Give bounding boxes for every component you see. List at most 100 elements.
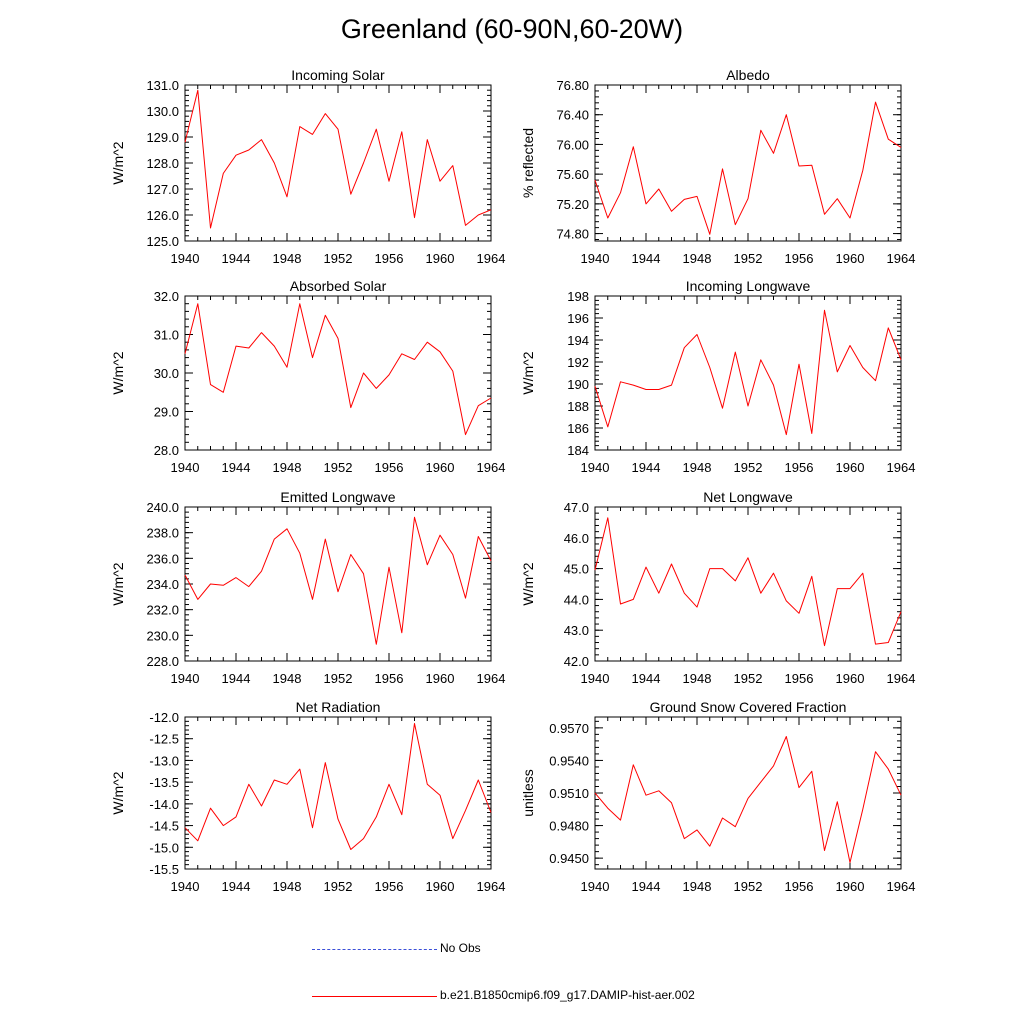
x-tick-label: 1944 [632,251,661,266]
x-tick-label: 1948 [683,879,712,894]
series-line [184,723,492,850]
y-tick-label: 131.0 [146,78,179,93]
y-tick-label: 238.0 [146,526,179,541]
y-tick-label: 47.0 [564,500,589,515]
y-tick-label: 230.0 [146,628,179,643]
plot-frame [594,295,902,451]
y-tick-label: -14.5 [149,819,179,834]
y-tick-label: -13.5 [149,775,179,790]
x-tick-label: 1952 [324,671,353,686]
y-tick-label: 76.80 [556,78,589,93]
x-tick-label: 1948 [683,460,712,475]
x-tick-label: 1960 [426,671,455,686]
series-line [594,309,902,436]
x-tick-label: 1964 [887,879,916,894]
panel-title: Net Radiation [296,699,381,715]
y-axis-label: W/m^2 [110,351,126,394]
x-tick-label: 1952 [734,460,763,475]
panel-6: Net Longwave W/m^2 1940 1944 1948 1952 1956 196… [520,489,915,686]
panel-3: Absorbed Solar W/m^2 1940 1944 1948 1952 1956 1… [110,278,505,475]
y-tick-label: 29.0 [154,405,179,420]
x-tick-label: 1952 [324,460,353,475]
y-tick-label: 188 [567,399,589,414]
x-tick-label: 1948 [273,671,302,686]
x-tick-label: 1952 [324,251,353,266]
y-tick-label: 228.0 [146,654,179,669]
x-tick-label: 1956 [785,460,814,475]
y-tick-label: -12.0 [149,710,179,725]
panel-2: Albedo % reflected 1940 1944 1948 1952 1956 196… [520,67,915,266]
y-tick-label: 234.0 [146,577,179,592]
x-tick-label: 1948 [273,879,302,894]
y-tick-label: 186 [567,421,589,436]
legend-model-label: b.e21.B1850cmip6.f09_g17.DAMIP-hist-aer.… [440,988,695,1002]
y-tick-label: 0.9540 [549,753,589,768]
x-tick-label: 1952 [734,671,763,686]
x-tick-label: 1956 [375,460,404,475]
y-tick-label: 129.0 [146,130,179,145]
plot-frame [184,716,492,870]
x-tick-label: 1948 [273,460,302,475]
legend-obs-swatch [312,949,437,950]
y-tick-label: 42.0 [564,654,589,669]
x-tick-label: 1960 [426,879,455,894]
panel-title: Albedo [726,67,770,83]
y-tick-label: -13.0 [149,753,179,768]
panel-title: Ground Snow Covered Fraction [650,699,847,715]
x-tick-label: 1944 [632,879,661,894]
y-axis-label: W/m^2 [110,141,126,184]
y-axis-label: W/m^2 [520,351,536,394]
x-tick-label: 1944 [632,460,661,475]
plot-frame [184,506,492,662]
y-tick-label: 236.0 [146,551,179,566]
plot-frame [184,295,492,451]
y-tick-label: 198 [567,289,589,304]
x-tick-label: 1940 [581,879,610,894]
series-line [594,736,902,863]
x-tick-label: 1964 [887,251,916,266]
y-tick-label: 127.0 [146,182,179,197]
panel-4: Incoming Longwave W/m^2 1940 1944 1948 1952 19… [520,278,915,475]
x-tick-label: 1964 [477,671,506,686]
y-tick-label: 196 [567,311,589,326]
y-tick-label: 0.9510 [549,786,589,801]
x-tick-label: 1940 [171,460,200,475]
y-tick-label: 194 [567,333,589,348]
y-tick-label: 30.0 [154,366,179,381]
legend-model: b.e21.B1850cmip6.f09_g17.DAMIP-hist-aer.… [0,987,1024,1007]
y-tick-label: 32.0 [154,289,179,304]
panel-1: Incoming Solar W/m^2 1940 1944 1948 1952 1956 1… [110,67,505,266]
x-tick-label: 1960 [426,460,455,475]
x-tick-label: 1948 [273,251,302,266]
y-tick-label: 43.0 [564,623,589,638]
x-tick-label: 1940 [581,671,610,686]
x-tick-label: 1960 [836,879,865,894]
y-tick-label: -15.5 [149,862,179,877]
series-line [594,101,902,235]
y-tick-label: 76.40 [556,108,589,123]
y-tick-label: 75.60 [556,167,589,182]
x-tick-label: 1952 [734,879,763,894]
panel-title: Incoming Solar [291,67,385,83]
x-tick-label: 1956 [785,879,814,894]
x-tick-label: 1944 [222,460,251,475]
x-tick-label: 1948 [683,671,712,686]
y-tick-label: 46.0 [564,531,589,546]
y-tick-label: 128.0 [146,156,179,171]
panel-title: Incoming Longwave [686,278,811,294]
x-tick-label: 1940 [171,879,200,894]
plot-frame [594,84,902,242]
y-tick-label: 125.0 [146,234,179,249]
y-axis-label: W/m^2 [110,562,126,605]
x-tick-label: 1960 [836,671,865,686]
x-tick-label: 1944 [222,671,251,686]
y-tick-label: 240.0 [146,500,179,515]
y-tick-label: 192 [567,355,589,370]
panel-7: Net Radiation W/m^2 1940 1944 1948 1952 1956 19… [110,699,505,894]
y-tick-label: -12.5 [149,732,179,747]
x-tick-label: 1964 [477,460,506,475]
x-tick-label: 1944 [222,251,251,266]
legend-obs-label: No Obs [440,941,481,955]
y-tick-label: 0.9480 [549,819,589,834]
